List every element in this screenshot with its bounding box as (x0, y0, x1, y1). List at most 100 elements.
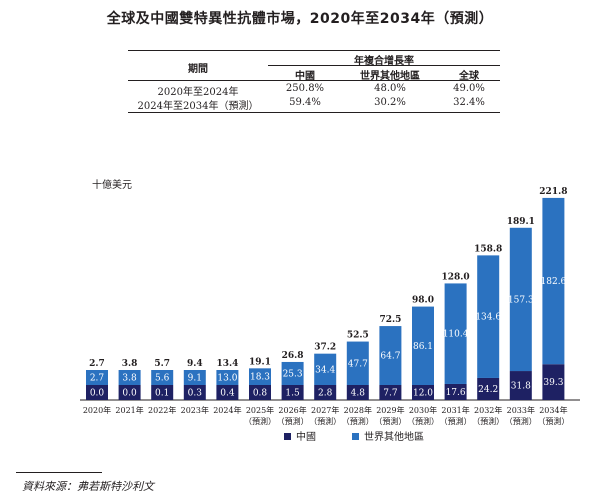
row-value: 30.2% (374, 97, 406, 108)
x-tick-label: （預測） (472, 416, 504, 426)
x-tick-label: 2027年 (311, 405, 339, 415)
bar-segment-china (118, 385, 141, 400)
bar-segment-china (346, 385, 369, 400)
x-tick-label: （預測） (505, 416, 537, 426)
bar-segment-row (249, 368, 271, 385)
row-value: 48.0% (374, 83, 406, 94)
bar-segment-row (86, 370, 108, 385)
source-rule (16, 472, 102, 473)
row-period: 2024年至2034年（預測） (137, 101, 259, 112)
bar-segment-china (281, 385, 304, 400)
data-label-china: 0.3 (188, 389, 203, 399)
bar-segment-row (509, 227, 532, 372)
legend-item-china-swatch (284, 433, 291, 440)
x-tick-label: （預測） (374, 416, 406, 426)
col-header-row: 世界其他地區 (360, 71, 420, 82)
total-label: 2.7 (89, 359, 105, 369)
total-label: 37.2 (314, 343, 336, 353)
x-tick-label: （預測） (309, 416, 341, 426)
x-tick-label: 2023年 (181, 405, 209, 415)
data-label-row: 2.7 (90, 374, 105, 384)
legend-item-row-label: 世界其他地區 (364, 430, 424, 443)
table-top-rule (128, 50, 500, 51)
total-label: 158.8 (474, 244, 502, 254)
data-label-china: 0.0 (122, 389, 137, 399)
data-label-china: 39.3 (543, 378, 563, 388)
data-label-row: 47.7 (348, 359, 368, 369)
bar-segment-row (412, 306, 434, 385)
legend-item-china-label: 中國 (296, 430, 316, 443)
x-tick-label: （預測） (342, 416, 374, 426)
data-label-china: 2.8 (318, 389, 333, 399)
bar-segment-china (379, 385, 402, 400)
header-bottom-rule (128, 80, 500, 81)
data-label-china: 12.0 (413, 389, 433, 399)
x-tick-label: 2020年 (83, 405, 111, 415)
total-label: 19.1 (249, 357, 271, 367)
total-label: 221.8 (539, 187, 567, 197)
data-label-row: 3.8 (122, 374, 137, 384)
data-label-china: 31.8 (511, 382, 531, 392)
total-label: 3.8 (122, 359, 138, 369)
data-label-row: 182.6 (541, 277, 567, 287)
x-tick-label: 2031年 (441, 405, 469, 415)
total-label: 72.5 (379, 315, 401, 325)
data-label-china: 0.0 (90, 389, 105, 399)
data-label-china: 17.6 (446, 388, 466, 398)
data-label-row: 64.7 (380, 352, 400, 362)
row-value: 49.0% (453, 83, 485, 94)
x-tick-label: （預測） (440, 416, 472, 426)
bar-segment-china (314, 385, 337, 400)
total-label: 189.1 (507, 217, 535, 227)
x-tick-label: （預測） (407, 416, 439, 426)
row-value: 32.4% (453, 97, 485, 108)
table-bottom-rule (128, 112, 500, 113)
total-label: 52.5 (347, 331, 369, 341)
x-tick-label: 2028年 (344, 405, 372, 415)
bar-segment-row (477, 255, 500, 378)
total-label: 13.4 (216, 359, 238, 369)
data-label-china: 0.1 (155, 389, 169, 399)
total-label: 9.4 (187, 359, 203, 369)
bar-segment-china (216, 385, 239, 400)
total-label: 128.0 (442, 272, 470, 282)
data-label-row: 5.6 (155, 374, 170, 384)
data-label-china: 0.4 (220, 389, 235, 399)
data-label-row: 110.4 (443, 330, 469, 340)
source-note: 資料來源：弗若斯特沙利文 (22, 480, 154, 493)
data-label-row: 86.1 (413, 342, 433, 352)
bar-segment-china (86, 385, 108, 400)
data-label-china: 0.8 (253, 389, 268, 399)
x-tick-label: 2033年 (507, 405, 535, 415)
bar-segment-china (249, 385, 271, 400)
x-tick-label: 2029年 (376, 405, 404, 415)
data-label-row: 9.1 (188, 374, 202, 384)
bar-segment-row (183, 370, 206, 385)
bar-segment-china (412, 385, 434, 400)
bar-segment-china (477, 377, 500, 400)
bar-segment-row (542, 197, 565, 365)
x-tick-label: 2032年 (474, 405, 502, 415)
group-header-rule (268, 65, 500, 66)
total-label: 98.0 (412, 296, 434, 306)
x-tick-label: 2024年 (213, 405, 241, 415)
x-tick-label: 2021年 (115, 405, 143, 415)
bar-segment-china (509, 371, 532, 400)
x-tick-label: （預測） (244, 416, 276, 426)
cagr-group-header: 年複合增長率 (354, 56, 414, 67)
x-tick-label: （預測） (277, 416, 309, 426)
x-tick-label: 2025年 (246, 405, 274, 415)
data-label-row: 18.3 (250, 373, 270, 383)
data-label-row: 34.4 (315, 365, 335, 375)
bar-segment-row (118, 370, 141, 385)
bar-segment-row (216, 370, 239, 385)
total-label: 26.8 (282, 351, 304, 361)
data-label-row: 134.6 (475, 313, 501, 323)
data-label-china: 7.7 (383, 389, 398, 399)
bar-segment-china (151, 385, 174, 400)
legend-item-row-swatch (352, 433, 359, 440)
data-label-row: 25.3 (283, 369, 303, 379)
data-label-row: 157.3 (508, 295, 534, 305)
data-label-china: 4.8 (351, 389, 366, 399)
